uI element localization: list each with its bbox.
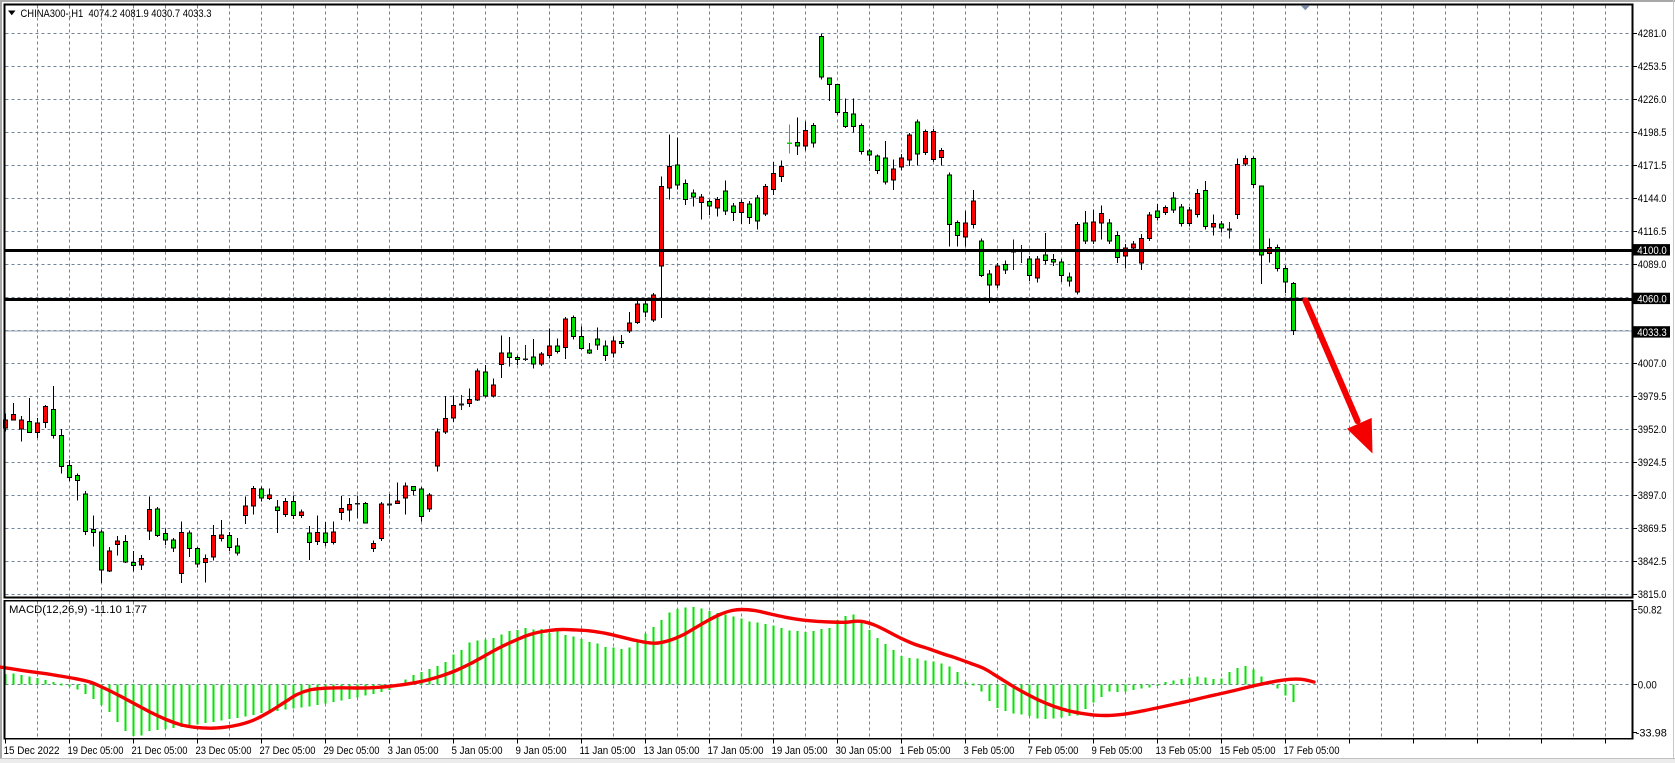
svg-text:3952.0: 3952.0 xyxy=(1638,424,1667,436)
svg-text:4060.0: 4060.0 xyxy=(1637,293,1667,305)
svg-text:3979.5: 3979.5 xyxy=(1638,391,1667,403)
svg-text:13 Jan 05:00: 13 Jan 05:00 xyxy=(644,745,700,757)
svg-text:29 Dec 05:00: 29 Dec 05:00 xyxy=(324,745,380,757)
svg-text:3924.5: 3924.5 xyxy=(1638,457,1667,469)
svg-text:3869.5: 3869.5 xyxy=(1638,523,1667,535)
svg-text:15 Dec 2022: 15 Dec 2022 xyxy=(4,745,60,757)
svg-text:4007.0: 4007.0 xyxy=(1638,358,1667,370)
svg-text:19 Jan 05:00: 19 Jan 05:00 xyxy=(772,745,828,757)
svg-text:50.82: 50.82 xyxy=(1638,604,1662,616)
svg-text:4253.5: 4253.5 xyxy=(1638,61,1667,73)
svg-text:4226.0: 4226.0 xyxy=(1638,94,1667,106)
svg-text:0.00: 0.00 xyxy=(1638,679,1657,691)
svg-text:4198.5: 4198.5 xyxy=(1638,127,1667,139)
svg-text:17 Jan 05:00: 17 Jan 05:00 xyxy=(708,745,764,757)
svg-text:30 Jan 05:00: 30 Jan 05:00 xyxy=(836,745,892,757)
svg-text:CHINA300-,H1 4074.2 4081.9 40: CHINA300-,H1 4074.2 4081.9 4030.7 4033.3 xyxy=(21,8,212,20)
svg-text:1 Feb 05:00: 1 Feb 05:00 xyxy=(900,745,951,757)
svg-text:3 Jan 05:00: 3 Jan 05:00 xyxy=(388,745,439,757)
svg-text:15 Feb 05:00: 15 Feb 05:00 xyxy=(1220,745,1276,757)
svg-text:4100.0: 4100.0 xyxy=(1637,245,1667,257)
svg-text:21 Dec 05:00: 21 Dec 05:00 xyxy=(132,745,188,757)
svg-text:5 Jan 05:00: 5 Jan 05:00 xyxy=(452,745,503,757)
svg-text:11 Jan 05:00: 11 Jan 05:00 xyxy=(580,745,636,757)
svg-text:3815.0: 3815.0 xyxy=(1638,589,1667,601)
svg-text:4116.5: 4116.5 xyxy=(1638,226,1667,238)
svg-text:3 Feb 05:00: 3 Feb 05:00 xyxy=(964,745,1015,757)
svg-text:3897.0: 3897.0 xyxy=(1638,490,1667,502)
svg-text:19 Dec 05:00: 19 Dec 05:00 xyxy=(68,745,124,757)
svg-text:-33.98: -33.98 xyxy=(1636,727,1667,739)
svg-text:13 Feb 05:00: 13 Feb 05:00 xyxy=(1156,745,1212,757)
svg-text:3842.5: 3842.5 xyxy=(1638,556,1667,568)
svg-text:17 Feb 05:00: 17 Feb 05:00 xyxy=(1284,745,1340,757)
svg-text:23 Dec 05:00: 23 Dec 05:00 xyxy=(196,745,252,757)
svg-text:4171.5: 4171.5 xyxy=(1638,160,1667,172)
svg-text:9 Jan 05:00: 9 Jan 05:00 xyxy=(516,745,567,757)
svg-text:MACD(12,26,9) -11.10 1.77: MACD(12,26,9) -11.10 1.77 xyxy=(9,604,147,616)
svg-text:7 Feb 05:00: 7 Feb 05:00 xyxy=(1028,745,1079,757)
svg-text:27 Dec 05:00: 27 Dec 05:00 xyxy=(260,745,316,757)
svg-text:4144.0: 4144.0 xyxy=(1638,193,1667,205)
svg-text:4281.0: 4281.0 xyxy=(1638,28,1667,40)
svg-text:9 Feb 05:00: 9 Feb 05:00 xyxy=(1092,745,1143,757)
svg-text:4033.3: 4033.3 xyxy=(1637,327,1667,339)
svg-text:4089.0: 4089.0 xyxy=(1638,259,1667,271)
